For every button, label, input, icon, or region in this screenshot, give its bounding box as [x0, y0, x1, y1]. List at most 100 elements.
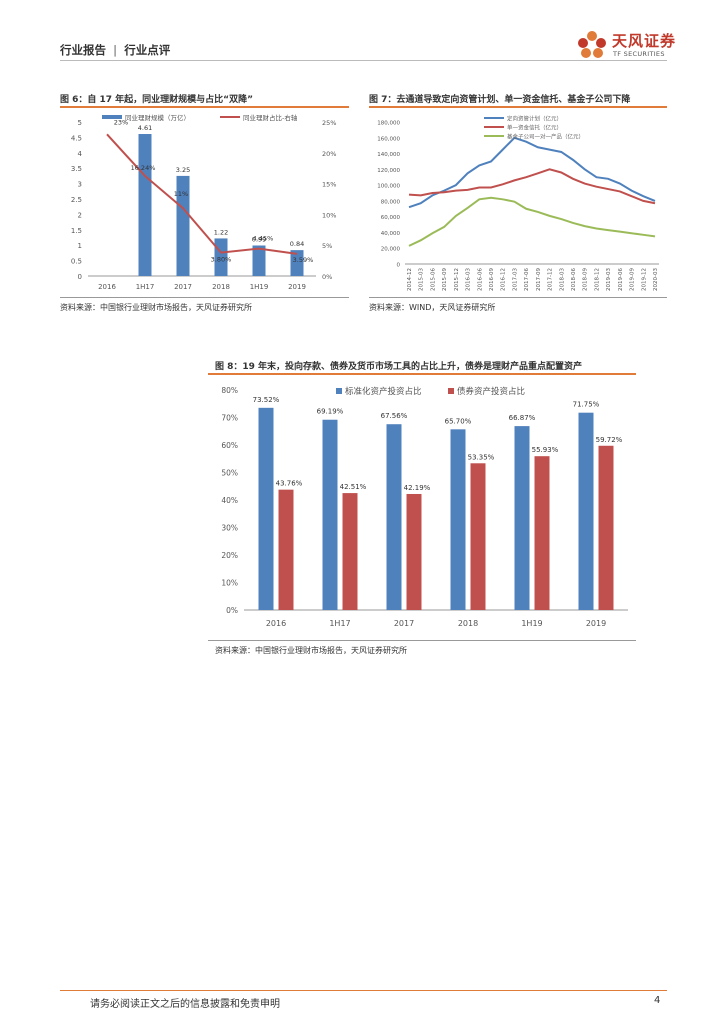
header-divider: [60, 60, 667, 61]
fig8-chart: 0% 10% 20% 30% 40% 50% 60% 70% 80% 2016 1H17 2017 20…: [221, 386, 628, 628]
x-tick-label: 2020-03: [653, 268, 659, 291]
y-left-tick-label: 5: [78, 119, 82, 127]
x-tick-label: 2018-09: [583, 268, 589, 291]
bar: [342, 493, 358, 610]
x-tick-label: 1H19: [521, 619, 542, 628]
page-number: 4: [654, 995, 661, 1006]
fig7-chart: 0 20,000 40,000 60,000 80,000 100,000 120,000 1…: [377, 115, 659, 291]
bar: [406, 493, 422, 610]
x-tick-label: 2015-09: [442, 268, 448, 291]
bar-value-label: 71.75%: [573, 401, 600, 409]
y-left-tick-label: 3: [78, 181, 82, 189]
x-tick-label: 2019-06: [618, 268, 624, 291]
y-tick-label: 60%: [221, 441, 238, 450]
x-tick-label: 2019-09: [630, 268, 636, 291]
y-tick-label: 50%: [221, 469, 238, 478]
x-tick-label: 2019: [288, 283, 306, 291]
legend-label: 标准化资产投资占比: [345, 386, 422, 397]
x-tick-label: 1H17: [136, 283, 155, 291]
header-title: 行业报告 | 行业点评: [60, 42, 170, 58]
bar: [138, 134, 152, 276]
y-tick-label: 80%: [221, 386, 238, 395]
y-right-tick-label: 20%: [322, 150, 336, 158]
bar-value-label: 67.56%: [381, 412, 408, 420]
bar-value-label: 0.99: [252, 236, 266, 244]
y-tick-label: 100,000: [377, 184, 400, 190]
x-tick-label: 2017: [174, 283, 192, 291]
header-separator: |: [113, 43, 118, 57]
line-series: [106, 133, 298, 255]
x-tick-label: 2015-12: [454, 268, 460, 291]
x-tick-label: 2018-03: [559, 268, 565, 291]
fig8-bottom-rule: [208, 640, 636, 641]
legend-label: 定向资管计划（亿元）: [507, 115, 562, 123]
bar-value-label: 43.76%: [276, 480, 303, 488]
bar: [278, 489, 294, 610]
x-tick-label: 2017-06: [524, 268, 530, 291]
y-left-tick-label: 3.5: [71, 165, 82, 173]
line-series: [408, 136, 656, 209]
bar: [322, 419, 338, 610]
y-tick-label: 60,000: [381, 215, 401, 221]
y-tick-label: 40%: [221, 496, 238, 505]
x-tick-label: 2017: [394, 619, 414, 628]
x-tick-label: 2018: [458, 619, 478, 628]
bar: [534, 456, 550, 610]
x-tick-label: 2016-09: [489, 268, 495, 291]
bar-value-label: 66.87%: [509, 414, 536, 422]
bar-value-label: 42.19%: [404, 484, 431, 492]
y-left-tick-label: 4.5: [71, 134, 82, 142]
x-tick-label: 2016: [98, 283, 116, 291]
logo-name: 天风证券: [612, 32, 677, 50]
y-tick-label: 10%: [221, 579, 238, 588]
bar-value-label: 0.84: [290, 240, 304, 248]
x-tick-label: 2018: [212, 283, 230, 291]
bar: [290, 250, 304, 276]
y-left-tick-label: 0: [78, 273, 82, 281]
bar: [470, 463, 486, 610]
y-left-tick-label: 1.5: [71, 227, 82, 235]
fig6-title-rule: [60, 106, 349, 108]
logo-english: TF SECURITIES: [613, 50, 665, 58]
fig8-title-rule: [208, 373, 636, 375]
y-right-tick-label: 15%: [322, 181, 336, 189]
x-tick-label: 2015-03: [419, 268, 425, 291]
bar: [252, 245, 266, 276]
x-tick-label: 2019: [586, 619, 606, 628]
y-right-tick-label: 10%: [322, 211, 336, 219]
legend-label: 单一资金信托（亿元）: [507, 124, 562, 132]
footer-disclaimer: 请务必阅读正文之后的信息披露和免责申明: [90, 999, 280, 1010]
x-tick-label: 2017-12: [548, 268, 554, 291]
fig7-bottom-rule: [369, 297, 667, 298]
bar-value-label: 53.35%: [468, 453, 495, 461]
x-tick-label: 2016-06: [477, 268, 483, 291]
bar-value-label: 69.19%: [317, 408, 344, 416]
y-tick-label: 140,000: [377, 152, 400, 158]
y-tick-label: 0%: [226, 606, 238, 615]
bar: [450, 429, 466, 610]
line-series: [408, 168, 656, 205]
legend-label: 债券资产投资占比: [457, 386, 525, 397]
bar: [514, 426, 530, 610]
bar: [578, 412, 594, 610]
fig7-source: 资料来源：WIND，天风证券研究所: [369, 303, 496, 312]
legend-label: 同业理财占比-右轴: [243, 113, 298, 122]
bar-value-label: 73.52%: [253, 396, 280, 404]
line-value-label: 16.24%: [131, 164, 156, 172]
bar-value-label: 42.51%: [340, 483, 367, 491]
bar: [258, 407, 274, 610]
footer-divider: [60, 990, 667, 991]
y-tick-label: 70%: [221, 414, 238, 423]
line-value-label: 4.45%: [253, 235, 274, 243]
y-right-tick-label: 5%: [322, 242, 332, 250]
x-tick-label: 2019-03: [606, 268, 612, 291]
fig6-bottom-rule: [60, 297, 349, 298]
x-tick-label: 2017-03: [512, 268, 518, 291]
line-value-label: 3.59%: [293, 256, 314, 264]
y-tick-label: 0: [397, 263, 401, 269]
line-value-label: 11%: [174, 190, 188, 198]
y-tick-label: 120,000: [377, 168, 400, 174]
x-tick-label: 1H19: [250, 283, 269, 291]
header-subsection: 行业点评: [124, 43, 171, 57]
line-value-label: 3.80%: [211, 256, 232, 264]
